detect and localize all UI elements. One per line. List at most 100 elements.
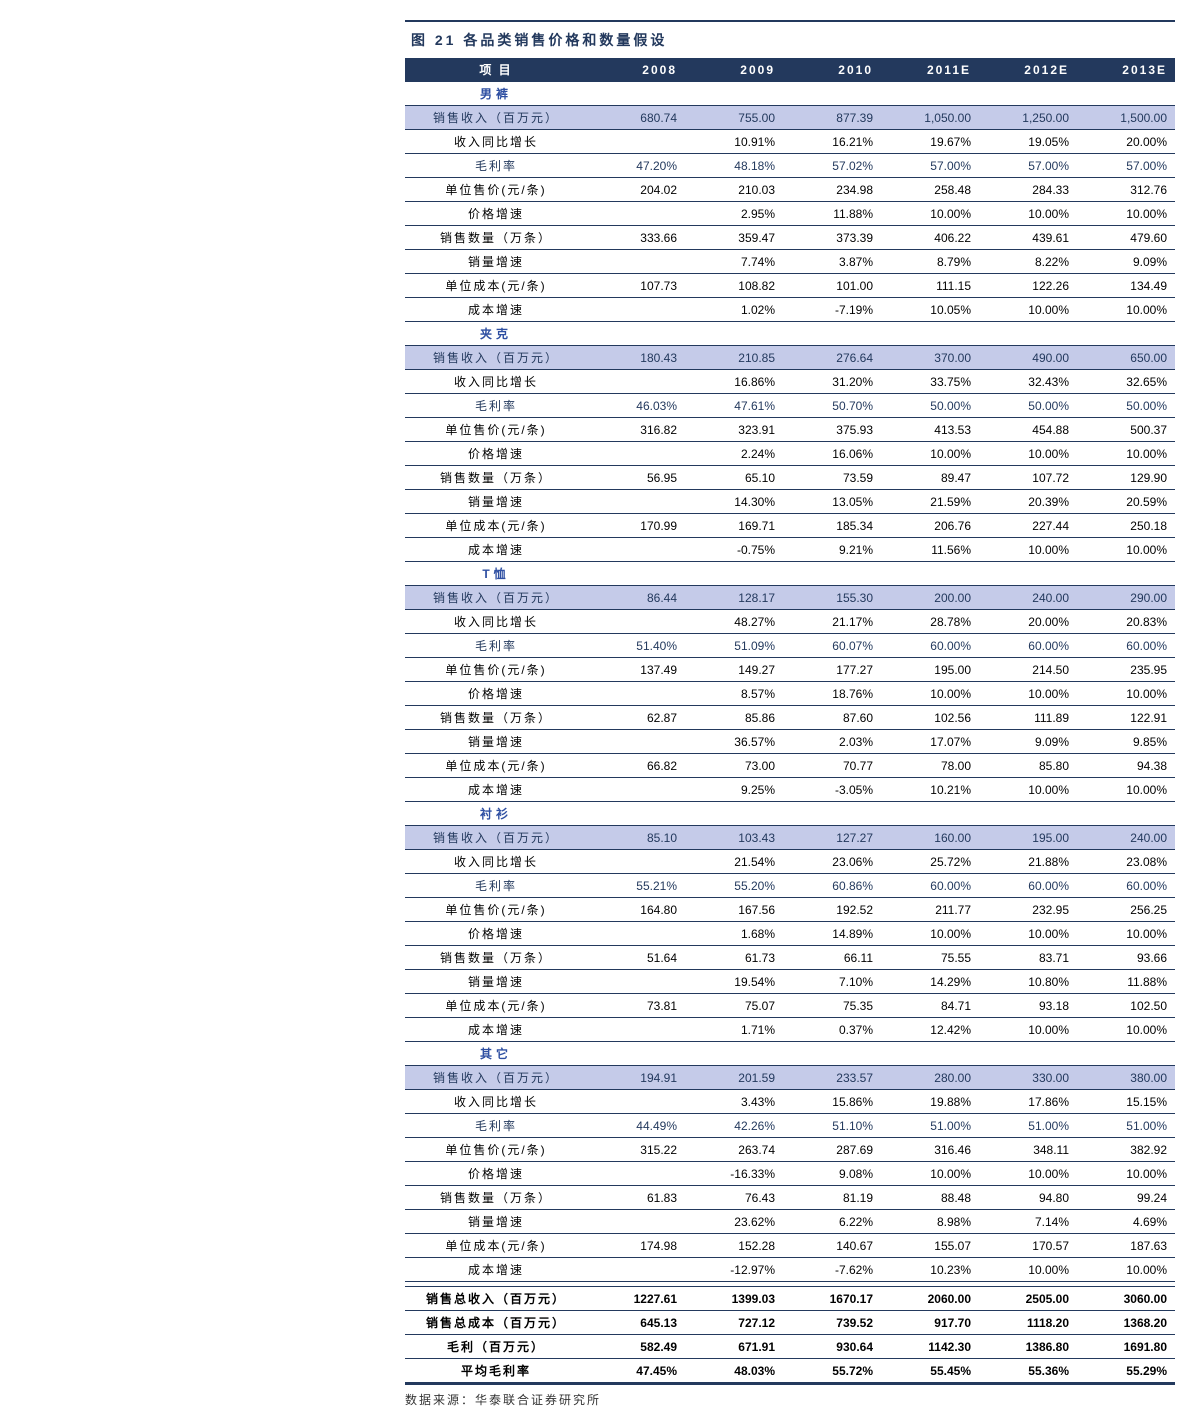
cell-value: 20.39% <box>979 490 1077 514</box>
cell-value: 10.00% <box>1077 442 1175 466</box>
cell-value <box>587 298 685 322</box>
cell-value: 28.78% <box>881 610 979 634</box>
row-label: 销售收入（百万元） <box>405 586 587 610</box>
cell-value: 9.21% <box>783 538 881 562</box>
cell-value: 10.00% <box>979 1258 1077 1282</box>
cell-value: 10.00% <box>1077 202 1175 226</box>
cell-value: 60.86% <box>783 874 881 898</box>
cell-value: 56.95 <box>587 466 685 490</box>
cell-value: 9.09% <box>1077 250 1175 274</box>
cell-value: 240.00 <box>1077 826 1175 850</box>
row-label: 销售数量（万条） <box>405 466 587 490</box>
cell-value: 60.00% <box>979 874 1077 898</box>
table-row: 销售收入（百万元）194.91201.59233.57280.00330.003… <box>405 1066 1175 1090</box>
table-row: 销售总收入（百万元）1227.611399.031670.172060.0025… <box>405 1287 1175 1311</box>
cell-value: 164.80 <box>587 898 685 922</box>
table-row: 销售总成本（百万元）645.13727.12739.52917.701118.2… <box>405 1311 1175 1335</box>
section-header: 衬衫 <box>405 802 1175 826</box>
cell-value: 645.13 <box>587 1311 685 1335</box>
row-label: 收入同比增长 <box>405 1090 587 1114</box>
cell-value <box>587 1090 685 1114</box>
table-row: 单位售价(元/条)204.02210.03234.98258.48284.333… <box>405 178 1175 202</box>
cell-value: 375.93 <box>783 418 881 442</box>
cell-value: 57.00% <box>1077 154 1175 178</box>
cell-value: 877.39 <box>783 106 881 130</box>
cell-value: 280.00 <box>881 1066 979 1090</box>
cell-value: 1399.03 <box>685 1287 783 1311</box>
cell-value: 359.47 <box>685 226 783 250</box>
cell-value: 149.27 <box>685 658 783 682</box>
col-header-year: 2011E <box>881 58 979 82</box>
cell-value: 1386.80 <box>979 1335 1077 1359</box>
row-label: 成本增速 <box>405 298 587 322</box>
cell-value: 50.00% <box>979 394 1077 418</box>
cell-value: 155.07 <box>881 1234 979 1258</box>
cell-value <box>587 610 685 634</box>
cell-value: 177.27 <box>783 658 881 682</box>
cell-value: 73.81 <box>587 994 685 1018</box>
cell-value <box>587 538 685 562</box>
cell-value: 23.06% <box>783 850 881 874</box>
cell-value: 32.65% <box>1077 370 1175 394</box>
cell-value <box>587 922 685 946</box>
cell-value: 10.00% <box>881 202 979 226</box>
table-row: 毛利率44.49%42.26%51.10%51.00%51.00%51.00% <box>405 1114 1175 1138</box>
cell-value: 10.00% <box>979 778 1077 802</box>
cell-value: 174.98 <box>587 1234 685 1258</box>
table-row: 单位成本(元/条)66.8273.0070.7778.0085.8094.38 <box>405 754 1175 778</box>
table-row: 销售收入（百万元）680.74755.00877.391,050.001,250… <box>405 106 1175 130</box>
cell-value: 187.63 <box>1077 1234 1175 1258</box>
cell-value: 1368.20 <box>1077 1311 1175 1335</box>
table-row: 毛利（百万元）582.49671.91930.641142.301386.801… <box>405 1335 1175 1359</box>
cell-value: 16.86% <box>685 370 783 394</box>
table-row: 销售数量（万条）61.8376.4381.1988.4894.8099.24 <box>405 1186 1175 1210</box>
cell-value: 19.54% <box>685 970 783 994</box>
table-row: 销量增速14.30%13.05%21.59%20.39%20.59% <box>405 490 1175 514</box>
row-label: 单位成本(元/条) <box>405 1234 587 1258</box>
row-label: 毛利率 <box>405 634 587 658</box>
cell-value: 315.22 <box>587 1138 685 1162</box>
cell-value: 12.42% <box>881 1018 979 1042</box>
row-label: 销售数量（万条） <box>405 706 587 730</box>
table-row: 单位售价(元/条)316.82323.91375.93413.53454.885… <box>405 418 1175 442</box>
cell-value: 739.52 <box>783 1311 881 1335</box>
cell-value: 55.36% <box>979 1359 1077 1383</box>
cell-value: 210.85 <box>685 346 783 370</box>
cell-value: 57.02% <box>783 154 881 178</box>
cell-value: 10.00% <box>1077 682 1175 706</box>
cell-value: 93.18 <box>979 994 1077 1018</box>
cell-value: 3060.00 <box>1077 1287 1175 1311</box>
cell-value: 206.76 <box>881 514 979 538</box>
table-row: 收入同比增长16.86%31.20%33.75%32.43%32.65% <box>405 370 1175 394</box>
cell-value: 81.19 <box>783 1186 881 1210</box>
table-row: 收入同比增长3.43%15.86%19.88%17.86%15.15% <box>405 1090 1175 1114</box>
cell-value <box>587 682 685 706</box>
cell-value: 930.64 <box>783 1335 881 1359</box>
cell-value: 99.24 <box>1077 1186 1175 1210</box>
row-label: 毛利率 <box>405 1114 587 1138</box>
table-row: 价格增速1.68%14.89%10.00%10.00%10.00% <box>405 922 1175 946</box>
row-label: 销售数量（万条） <box>405 226 587 250</box>
cell-value: 382.92 <box>1077 1138 1175 1162</box>
cell-value: 9.25% <box>685 778 783 802</box>
cell-value: 1118.20 <box>979 1311 1077 1335</box>
cell-value: 250.18 <box>1077 514 1175 538</box>
cell-value: 122.91 <box>1077 706 1175 730</box>
cell-value: 21.88% <box>979 850 1077 874</box>
cell-value: 88.48 <box>881 1186 979 1210</box>
cell-value: 20.00% <box>979 610 1077 634</box>
cell-value: 240.00 <box>979 586 1077 610</box>
cell-value: 170.99 <box>587 514 685 538</box>
cell-value: 8.22% <box>979 250 1077 274</box>
cell-value: 3.87% <box>783 250 881 274</box>
table-row: 销售收入（百万元）180.43210.85276.64370.00490.006… <box>405 346 1175 370</box>
cell-value: 6.22% <box>783 1210 881 1234</box>
cell-value: 211.77 <box>881 898 979 922</box>
row-label: 销量增速 <box>405 730 587 754</box>
section-name: 夹克 <box>405 322 587 346</box>
section-header: 男裤 <box>405 82 1175 106</box>
cell-value: 60.00% <box>1077 634 1175 658</box>
cell-value: 51.64 <box>587 946 685 970</box>
table-row: 毛利率55.21%55.20%60.86%60.00%60.00%60.00% <box>405 874 1175 898</box>
cell-value: 11.88% <box>1077 970 1175 994</box>
